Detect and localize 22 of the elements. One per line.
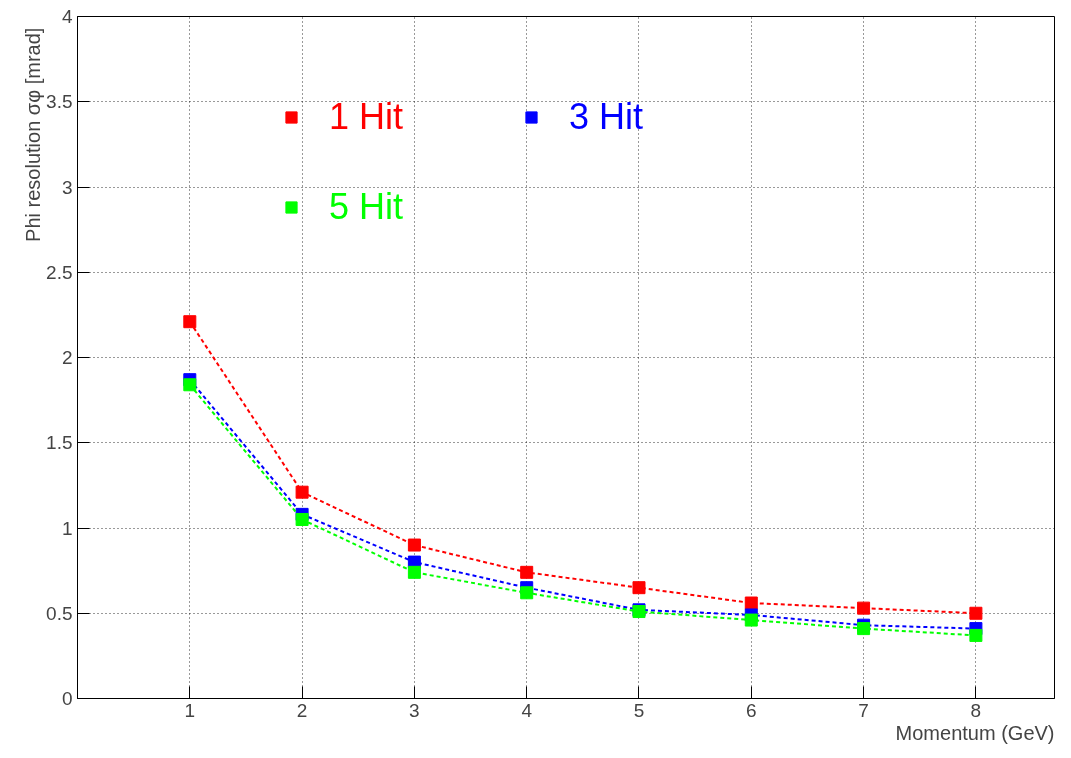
y-tick-label: 1 <box>61 517 73 539</box>
y-tick-label: 0.5 <box>46 602 73 624</box>
x-tick-label: 2 <box>296 699 308 721</box>
legend-label: 5 Hit <box>329 186 404 228</box>
x-tick-label: 4 <box>521 699 533 721</box>
x-tick-label: 8 <box>970 699 982 721</box>
x-tick-label: 3 <box>409 699 420 721</box>
x-tick-label: 5 <box>633 699 645 721</box>
x-tick-label: 7 <box>858 699 869 721</box>
y-tick-label: 2.5 <box>46 261 73 283</box>
y-tick-label: 0 <box>61 688 73 709</box>
legend-label: 1 Hit <box>329 96 404 138</box>
y-tick-label: 3 <box>61 176 73 198</box>
x-axis-title: Momentum (GeV) <box>895 721 1055 744</box>
y-tick-label: 2 <box>61 347 73 368</box>
legend-label: 3 Hit <box>569 96 644 138</box>
y-tick-label: 3.5 <box>46 91 73 113</box>
y-tick-label: 1.5 <box>46 432 73 454</box>
y-axis-title: Phi resolution σφ [mrad] <box>21 27 44 242</box>
y-tick-label: 4 <box>61 6 73 27</box>
x-tick-label: 6 <box>746 699 757 721</box>
x-tick-label: 1 <box>184 699 196 721</box>
